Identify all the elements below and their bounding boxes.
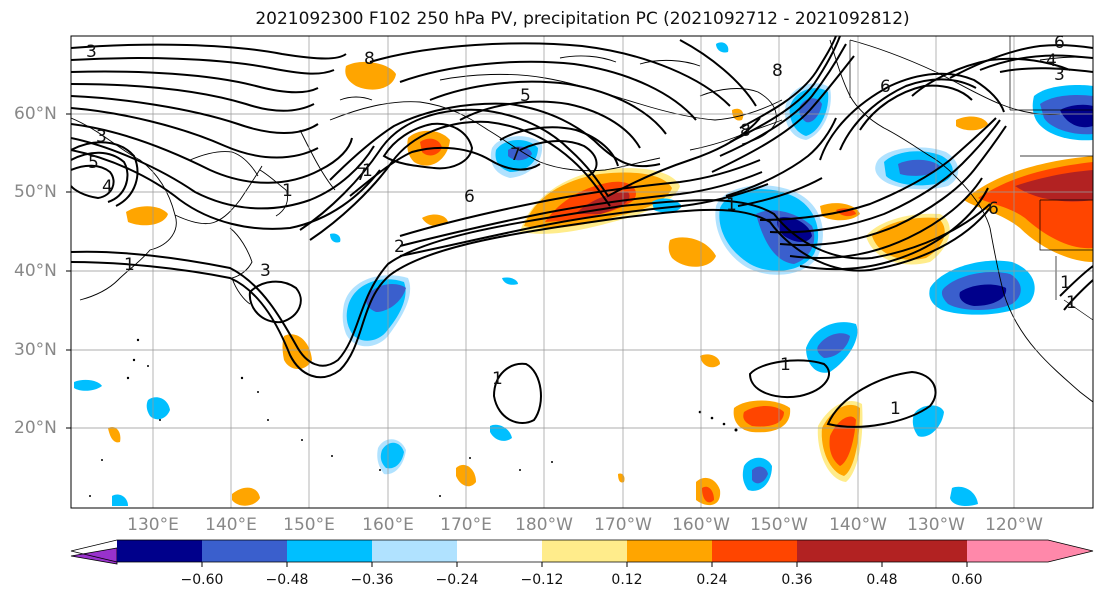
lat-ticks: [66, 113, 71, 429]
contour-label: 3: [96, 127, 107, 147]
contour-label: 6: [1054, 33, 1065, 53]
colorbar: [70, 539, 1094, 567]
map-plot-area: 3 8 5 3 5 7 6 4 1 7 8 6 2 3 1 1 8 6 4 3 …: [71, 33, 1093, 508]
lon-label: 150°W: [750, 515, 808, 535]
colorbar-tick-label: 0.36: [781, 572, 813, 588]
lon-label: 130°W: [907, 515, 965, 535]
map-frame: [70, 35, 1094, 509]
contour-label: 8: [364, 49, 375, 69]
colorbar-extend-high: [967, 540, 1093, 562]
contour-label: 1: [726, 195, 737, 215]
contour-label: 1: [780, 355, 791, 375]
colorbar-tick-label: −0.36: [350, 572, 394, 588]
colorbar-cell: [882, 540, 967, 562]
lat-label: 50°N: [14, 182, 57, 202]
contour-label: 1: [890, 399, 901, 419]
contour-labels: 3 8 5 3 5 7 6 4 1 7 8 6 2 3 1 1 8 6 4 3 …: [86, 33, 1077, 419]
contour-label: 8: [740, 121, 751, 141]
lon-label: 170°W: [594, 515, 652, 535]
colorbar-tick-label: −0.12: [520, 572, 564, 588]
contour-label: 6: [464, 187, 475, 207]
lon-label: 120°W: [985, 515, 1043, 535]
colorbar-cell: [372, 540, 457, 562]
contour-label: 7: [356, 165, 367, 185]
contour-label: 1: [282, 181, 293, 201]
lat-label: 60°N: [14, 104, 57, 124]
contour-label: 6: [880, 77, 891, 97]
colorbar-cell: [117, 540, 202, 562]
lon-label: 180°W: [515, 515, 573, 535]
lon-label: 140°W: [829, 515, 887, 535]
lon-label: 130°E: [127, 515, 179, 535]
gridlines: [71, 36, 1093, 508]
contour-label: 5: [520, 86, 531, 106]
contour-label: 3: [86, 42, 97, 62]
colorbar-cell: [542, 540, 627, 562]
contour-label: 3: [260, 261, 271, 281]
political-borders: [849, 36, 1093, 321]
colorbar-extend-low: [70, 547, 118, 565]
contour-label: 3: [1054, 65, 1065, 85]
colorbar-tick-label: −0.24: [435, 572, 479, 588]
lat-label: 30°N: [14, 340, 57, 360]
contour-label: 1: [1066, 293, 1077, 313]
contour-label: 1: [1060, 273, 1071, 293]
contour-label: 8: [772, 61, 783, 81]
pv-contours: [71, 36, 1093, 428]
contour-label: 1: [362, 161, 373, 181]
lon-label: 140°E: [205, 515, 257, 535]
lon-label: 160°W: [672, 515, 730, 535]
colorbar-ticks: [201, 562, 968, 567]
colorbar-tick-label: 0.48: [866, 572, 898, 588]
colorbar-tick-label: 0.60: [951, 572, 983, 588]
colorbar-outline: [70, 539, 1094, 563]
lon-label: 160°E: [362, 515, 414, 535]
colorbar-cell: [627, 540, 712, 562]
colorbar-tick-label: 0.24: [696, 572, 728, 588]
colorbar-cell: [457, 540, 542, 562]
colorbar-cell: [287, 540, 372, 562]
colorbar-tick-label: −0.60: [180, 572, 224, 588]
lat-label: 20°N: [14, 418, 57, 438]
islands: [89, 338, 738, 497]
figure-title: 2021092300 F102 250 hPa PV, precipitatio…: [255, 9, 910, 29]
colorbar-tick-label: −0.48: [265, 572, 309, 588]
contour-label: 5: [88, 153, 99, 173]
contour-label: 1: [124, 255, 135, 275]
colorbar-cell: [712, 540, 797, 562]
colorbar-cell: [202, 540, 287, 562]
precip-negative-shading: [74, 42, 1093, 506]
lon-label: 170°E: [440, 515, 492, 535]
coastlines: [71, 39, 1093, 403]
lon-label: 150°E: [283, 515, 335, 535]
contour-label: 4: [1046, 51, 1057, 71]
colorbar-tick-label: 0.12: [611, 572, 643, 588]
contour-label: 4: [102, 177, 113, 197]
contour-label: 1: [492, 369, 503, 389]
colorbar-cell: [797, 540, 882, 562]
lat-label: 40°N: [14, 261, 57, 281]
contour-label: 6: [988, 199, 999, 219]
contour-label: 7: [510, 145, 521, 165]
contour-label: 2: [394, 237, 405, 257]
